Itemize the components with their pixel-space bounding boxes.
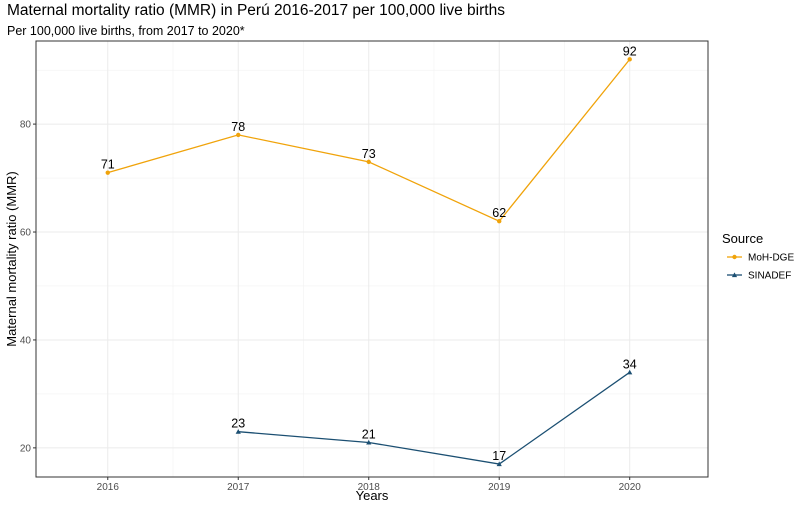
data-label-moh-dge: 73 xyxy=(362,147,376,161)
data-label-moh-dge: 62 xyxy=(492,206,506,220)
chart-subtitle: Per 100,000 live births, from 2017 to 20… xyxy=(7,24,245,38)
data-label-sinadef: 21 xyxy=(362,427,376,441)
data-labels: 71 78 73 62 92 23 21 17 34 xyxy=(101,44,637,463)
data-point-sinadef xyxy=(496,461,502,467)
y-tick-label: 40 xyxy=(20,335,32,346)
legend-key-marker-moh-dge xyxy=(732,254,737,260)
plot-border xyxy=(35,40,709,478)
y-tick-label: 80 xyxy=(20,120,32,131)
data-point-moh-dge xyxy=(627,57,632,62)
data-label-sinadef: 23 xyxy=(231,417,245,431)
series-line-sinadef xyxy=(238,371,631,465)
x-tick-label: 2018 xyxy=(358,482,381,493)
series-layer xyxy=(105,57,633,467)
legend-key-marker-sinadef xyxy=(731,272,738,278)
data-label-moh-dge: 78 xyxy=(231,120,245,134)
x-tick-label: 2020 xyxy=(619,482,642,493)
data-point-moh-dge xyxy=(236,132,241,138)
data-point-sinadef xyxy=(235,429,241,434)
legend-title: Source xyxy=(722,231,763,246)
legend-items: MoH-DGE SINADEF xyxy=(727,253,794,282)
legend-label-sinadef: SINADEF xyxy=(748,271,791,282)
x-tick-label: 2019 xyxy=(488,482,511,493)
data-point-moh-dge xyxy=(497,219,502,224)
grid-major xyxy=(36,41,708,477)
y-tick-label: 60 xyxy=(20,228,32,239)
legend: Source MoH-DGE SINADEF xyxy=(722,231,794,282)
data-point-sinadef xyxy=(366,439,372,445)
data-label-moh-dge: 92 xyxy=(623,44,637,58)
x-axis-title: Years xyxy=(356,488,389,503)
y-tick-label: 20 xyxy=(20,443,32,454)
grid-minor xyxy=(36,41,708,477)
data-label-sinadef: 17 xyxy=(492,449,506,463)
x-tick-label: 2016 xyxy=(97,482,120,493)
data-point-sinadef xyxy=(627,369,633,375)
y-axis-title: Maternal mortality ratio (MMR) xyxy=(4,171,19,347)
data-point-moh-dge xyxy=(105,170,110,175)
data-label-sinadef: 34 xyxy=(623,357,637,371)
data-label-moh-dge: 71 xyxy=(101,158,115,172)
x-tick-label: 2017 xyxy=(227,482,250,493)
data-point-moh-dge xyxy=(366,159,371,165)
legend-label-moh-dge: MoH-DGE xyxy=(748,253,794,264)
plot-panel xyxy=(36,41,708,477)
chart-title: Maternal mortality ratio (MMR) in Perú 2… xyxy=(7,2,505,19)
axis-ticks: 20 40 60 80 2016 2017 2018 2019 2020 xyxy=(20,120,641,493)
